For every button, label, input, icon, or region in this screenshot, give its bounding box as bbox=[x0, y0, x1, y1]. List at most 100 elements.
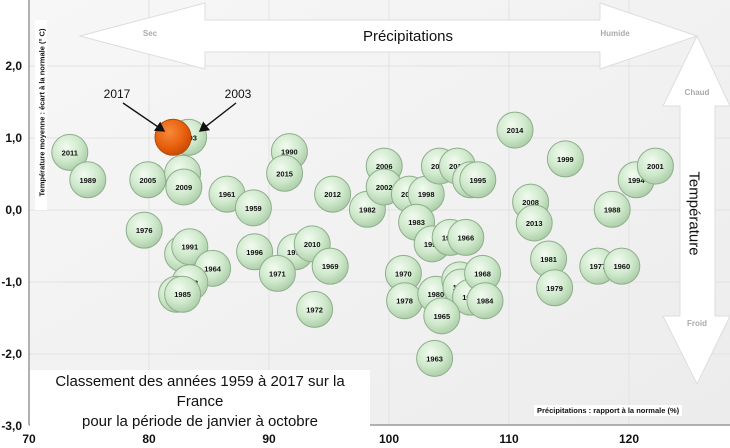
arrow-2017 bbox=[122, 102, 166, 132]
bubble-2013[interactable]: 2013 bbox=[515, 204, 553, 242]
bubble-label: 2014 bbox=[507, 126, 525, 135]
bubble-label: 2010 bbox=[304, 240, 321, 249]
caption-line-2: pour la période de janvier à octobre bbox=[82, 413, 318, 430]
bubble-label: 1988 bbox=[604, 205, 621, 214]
bubble-1984[interactable]: 1984 bbox=[466, 282, 504, 320]
arrow-2003 bbox=[198, 102, 237, 132]
x-tick-label: 80 bbox=[142, 432, 156, 446]
caption-line-1: Classement des années 1959 à 2017 sur la… bbox=[55, 373, 345, 410]
bubble-label: 1970 bbox=[395, 269, 412, 278]
bubble-2015[interactable]: 2015 bbox=[266, 154, 304, 192]
bubble-label: 1968 bbox=[474, 269, 491, 278]
bubble-1970[interactable]: 1970 bbox=[384, 254, 422, 292]
bubble-label: 1984 bbox=[477, 297, 495, 306]
y-tick-label: -2,0 bbox=[1, 347, 22, 361]
bubble-2014[interactable]: 2014 bbox=[496, 111, 534, 149]
bubble-1985[interactable]: 1985 bbox=[164, 275, 202, 313]
bubble-label: 2016 bbox=[449, 162, 466, 171]
bubble-1965[interactable]: 1965 bbox=[423, 297, 461, 335]
bubble-1966[interactable]: 1966 bbox=[447, 218, 485, 256]
y-axis-label: Température moyenne : écart à la normale… bbox=[35, 20, 47, 210]
x-tick-label: 90 bbox=[262, 432, 276, 446]
bubble-label: 2013 bbox=[526, 219, 543, 228]
bubble-1988[interactable]: 1988 bbox=[593, 190, 631, 228]
bubble-label: 1990 bbox=[281, 148, 298, 157]
y-axis-label-text: Température moyenne : écart à la normale… bbox=[37, 28, 47, 197]
bubble-label: 1981 bbox=[540, 255, 557, 264]
bubble-1963[interactable]: 1963 bbox=[416, 339, 454, 377]
bubble-label: 1991 bbox=[181, 243, 198, 252]
bubble-label: 1978 bbox=[396, 297, 413, 306]
bubble-label: 1980 bbox=[427, 290, 444, 299]
bubble-label: 1972 bbox=[306, 305, 323, 314]
temperature-arrow-label: Température bbox=[684, 165, 704, 265]
bubble-label: 1982 bbox=[359, 205, 376, 214]
bubble-2012[interactable]: 2012 bbox=[314, 175, 352, 213]
bubble-label: 1983 bbox=[408, 218, 425, 227]
bubble-label: 1964 bbox=[204, 264, 222, 273]
bubble-label: 2005 bbox=[139, 176, 156, 185]
x-tick-label: 120 bbox=[619, 432, 639, 446]
bubble-label: 1993 bbox=[424, 240, 441, 249]
bubble-1971[interactable]: 1971 bbox=[258, 254, 296, 292]
bubble-label: 1965 bbox=[433, 312, 450, 321]
x-axis-label: Précipitations : rapport à la normale (%… bbox=[534, 405, 683, 416]
bubble-1991[interactable]: 1991 bbox=[171, 228, 209, 266]
bubble-label: 1999 bbox=[557, 155, 574, 164]
bubble-label: 1975 bbox=[287, 248, 304, 257]
annotation-2017: 2017 bbox=[104, 87, 131, 101]
bubble-label: 1959 bbox=[245, 204, 262, 213]
bubble-label: 1998 bbox=[418, 190, 435, 199]
hot-label: Chaud bbox=[685, 88, 710, 97]
bubble-label: 2001 bbox=[647, 162, 664, 171]
annotations: 2017 2003 bbox=[104, 87, 252, 132]
bubble-label: 1966 bbox=[457, 233, 474, 242]
bubble-label: 2008 bbox=[522, 198, 539, 207]
bubble-label: 2009 bbox=[175, 183, 192, 192]
bubble-label: 1971 bbox=[269, 269, 286, 278]
bubble-label: 1994 bbox=[628, 176, 646, 185]
bubble-1976[interactable]: 1976 bbox=[125, 211, 163, 249]
bubble-1978[interactable]: 1978 bbox=[386, 282, 424, 320]
bubble-label: 2006 bbox=[376, 162, 393, 171]
precipitation-arrow: Sec Précipitations Humide bbox=[78, 2, 699, 70]
bubble-label: 1969 bbox=[322, 262, 339, 271]
bubble-1996[interactable]: 1996 bbox=[236, 233, 274, 271]
bubble-label: 1976 bbox=[136, 226, 153, 235]
temperature-arrow: Chaud Froid bbox=[662, 34, 730, 386]
bubble-label: 1979 bbox=[546, 284, 563, 293]
bubble-1989[interactable]: 1989 bbox=[69, 161, 107, 199]
bubble-2001[interactable]: 2001 bbox=[636, 147, 674, 185]
y-tick-label: 0,0 bbox=[5, 203, 22, 217]
bubble-2009[interactable]: 2009 bbox=[165, 168, 203, 206]
bubble-label: 1996 bbox=[246, 248, 263, 257]
bubble-label: 1989 bbox=[79, 176, 96, 185]
dry-label: Sec bbox=[143, 29, 158, 38]
bubble-1995[interactable]: 1995 bbox=[459, 161, 497, 199]
bubble-1999[interactable]: 1999 bbox=[546, 140, 584, 178]
bubble-1979[interactable]: 1979 bbox=[536, 269, 574, 307]
x-tick-label: 110 bbox=[499, 432, 519, 446]
bubble-label: 2012 bbox=[324, 190, 341, 199]
bubble-label: 1960 bbox=[613, 262, 630, 271]
y-tick-label: 1,0 bbox=[5, 131, 22, 145]
y-tick-label: -3,0 bbox=[1, 419, 22, 433]
bubble-1969[interactable]: 1969 bbox=[311, 247, 349, 285]
bubble-2011[interactable]: 2011 bbox=[51, 133, 89, 171]
cold-label: Froid bbox=[687, 319, 707, 328]
bubble-label: 1963 bbox=[426, 354, 443, 363]
bubble-1959[interactable]: 1959 bbox=[234, 189, 272, 227]
y-tick-label: -1,0 bbox=[1, 275, 22, 289]
bubble-label: 1995 bbox=[469, 176, 486, 185]
bubble-1960[interactable]: 1960 bbox=[603, 247, 641, 285]
bubble-label: 2011 bbox=[62, 148, 78, 157]
precipitation-arrow-label: Précipitations bbox=[363, 28, 453, 45]
annotation-2003: 2003 bbox=[225, 87, 252, 101]
temperature-label-text: Température bbox=[685, 171, 703, 256]
wet-label: Humide bbox=[600, 29, 630, 38]
bubble-1972[interactable]: 1972 bbox=[296, 290, 334, 328]
bubble-2017[interactable] bbox=[154, 118, 192, 156]
bubble-label: 1985 bbox=[174, 290, 191, 299]
bubble-2005[interactable]: 2005 bbox=[129, 161, 167, 199]
